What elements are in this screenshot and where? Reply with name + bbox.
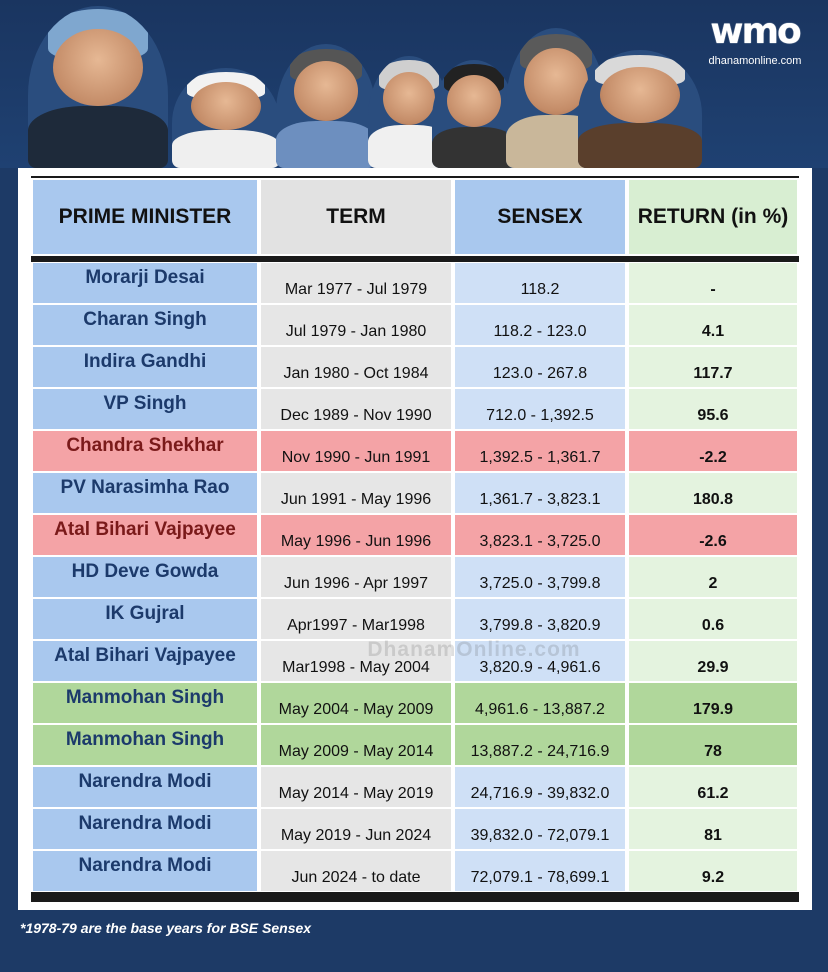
pm-name-cell: IK Gujral bbox=[31, 598, 259, 640]
term-cell: Mar 1977 - Jul 1979 bbox=[259, 262, 453, 304]
return-cell: -2.2 bbox=[627, 430, 799, 472]
pm-name-cell: Narendra Modi bbox=[31, 766, 259, 808]
pm-name-cell: Manmohan Singh bbox=[31, 724, 259, 766]
sensex-cell: 712.0 - 1,392.5 bbox=[453, 388, 627, 430]
table-row: Narendra Modi May 2014 - May 2019 24,716.9… bbox=[31, 766, 799, 808]
table-row: Atal Bihari Vajpayee May 1996 - Jun 1996 3… bbox=[31, 514, 799, 556]
term-cell: Jul 1979 - Jan 1980 bbox=[259, 304, 453, 346]
return-cell: 0.6 bbox=[627, 598, 799, 640]
pm-name-cell: Morarji Desai bbox=[31, 262, 259, 304]
return-cell: 95.6 bbox=[627, 388, 799, 430]
return-cell: 2 bbox=[627, 556, 799, 598]
return-cell: 9.2 bbox=[627, 850, 799, 892]
return-cell: 81 bbox=[627, 808, 799, 850]
table-row: PV Narasimha Rao Jun 1991 - May 1996 1,361… bbox=[31, 472, 799, 514]
pm-name-cell: Manmohan Singh bbox=[31, 682, 259, 724]
sensex-cell: 13,887.2 - 24,716.9 bbox=[453, 724, 627, 766]
return-cell: -2.6 bbox=[627, 514, 799, 556]
sensex-cell: 118.2 bbox=[453, 262, 627, 304]
pm-name-cell: Narendra Modi bbox=[31, 808, 259, 850]
return-cell: - bbox=[627, 262, 799, 304]
pm-name-cell: Charan Singh bbox=[31, 304, 259, 346]
logo-url: dhanamonline.com bbox=[708, 55, 802, 67]
portrait-5 bbox=[432, 60, 516, 168]
term-cell: Mar1998 - May 2004 bbox=[259, 640, 453, 682]
return-cell: 179.9 bbox=[627, 682, 799, 724]
return-cell: 29.9 bbox=[627, 640, 799, 682]
sensex-cell: 4,961.6 - 13,887.2 bbox=[453, 682, 627, 724]
portrait-1 bbox=[28, 6, 168, 168]
term-cell: May 2014 - May 2019 bbox=[259, 766, 453, 808]
table-row: Morarji Desai Mar 1977 - Jul 1979 118.2- bbox=[31, 262, 799, 304]
term-cell: Jun 1996 - Apr 1997 bbox=[259, 556, 453, 598]
table-row: Narendra Modi May 2019 - Jun 2024 39,832.0… bbox=[31, 808, 799, 850]
portrait-2 bbox=[172, 68, 280, 168]
table-header-row: PRIME MINISTER TERM SENSEX RETURN (in %) bbox=[31, 178, 799, 256]
table-row: Charan Singh Jul 1979 - Jan 1980 118.2 - 1… bbox=[31, 304, 799, 346]
sensex-cell: 24,716.9 - 39,832.0 bbox=[453, 766, 627, 808]
header-return: RETURN (in %) bbox=[627, 178, 799, 256]
footer: *1978-79 are the base years for BSE Sens… bbox=[0, 910, 828, 972]
sensex-cell: 1,392.5 - 1,361.7 bbox=[453, 430, 627, 472]
table-row: Chandra Shekhar Nov 1990 - Jun 1991 1,392.… bbox=[31, 430, 799, 472]
portraits-strip bbox=[0, 0, 828, 168]
sensex-cell: 3,725.0 - 3,799.8 bbox=[453, 556, 627, 598]
table-row: IK Gujral Apr1997 - Mar1998 3,799.8 - 3,82… bbox=[31, 598, 799, 640]
table-row: Manmohan Singh May 2004 - May 2009 4,961.6… bbox=[31, 682, 799, 724]
term-cell: Nov 1990 - Jun 1991 bbox=[259, 430, 453, 472]
sensex-cell: 39,832.0 - 72,079.1 bbox=[453, 808, 627, 850]
return-cell: 78 bbox=[627, 724, 799, 766]
return-cell: 117.7 bbox=[627, 346, 799, 388]
term-cell: Apr1997 - Mar1998 bbox=[259, 598, 453, 640]
term-cell: May 2009 - May 2014 bbox=[259, 724, 453, 766]
pm-sensex-table: PRIME MINISTER TERM SENSEX RETURN (in %)… bbox=[31, 176, 799, 902]
term-cell: Jun 2024 - to date bbox=[259, 850, 453, 892]
pm-name-cell: Chandra Shekhar bbox=[31, 430, 259, 472]
table-row: HD Deve Gowda Jun 1996 - Apr 1997 3,725.0 … bbox=[31, 556, 799, 598]
term-cell: May 2004 - May 2009 bbox=[259, 682, 453, 724]
term-cell: May 2019 - Jun 2024 bbox=[259, 808, 453, 850]
footnote: *1978-79 are the base years for BSE Sens… bbox=[20, 920, 312, 936]
table-row: Manmohan Singh May 2009 - May 2014 13,887.… bbox=[31, 724, 799, 766]
sensex-cell: 3,823.1 - 3,725.0 bbox=[453, 514, 627, 556]
table-row: Indira Gandhi Jan 1980 - Oct 1984 123.0 - … bbox=[31, 346, 799, 388]
pm-name-cell: Indira Gandhi bbox=[31, 346, 259, 388]
sensex-cell: 3,820.9 - 4,961.6 bbox=[453, 640, 627, 682]
pm-name-cell: HD Deve Gowda bbox=[31, 556, 259, 598]
header-term: TERM bbox=[259, 178, 453, 256]
header-sensex: SENSEX bbox=[453, 178, 627, 256]
pm-name-cell: Narendra Modi bbox=[31, 850, 259, 892]
sensex-cell: 3,799.8 - 3,820.9 bbox=[453, 598, 627, 640]
term-cell: Jan 1980 - Oct 1984 bbox=[259, 346, 453, 388]
pm-name-cell: PV Narasimha Rao bbox=[31, 472, 259, 514]
header-divider bbox=[31, 256, 799, 260]
term-cell: May 1996 - Jun 1996 bbox=[259, 514, 453, 556]
term-cell: Jun 1991 - May 1996 bbox=[259, 472, 453, 514]
table-row: Narendra Modi Jun 2024 - to date 72,079.1 … bbox=[31, 850, 799, 892]
portrait-7 bbox=[578, 50, 702, 168]
header-prime-minister: PRIME MINISTER bbox=[31, 178, 259, 256]
sensex-cell: 72,079.1 - 78,699.1 bbox=[453, 850, 627, 892]
portrait-3 bbox=[276, 44, 376, 168]
logo-mark: wmo bbox=[710, 11, 802, 52]
brand-logo: wmo dhanamonline.com bbox=[700, 12, 810, 68]
return-cell: 61.2 bbox=[627, 766, 799, 808]
table-row: VP Singh Dec 1989 - Nov 1990 712.0 - 1,392… bbox=[31, 388, 799, 430]
pm-name-cell: VP Singh bbox=[31, 388, 259, 430]
return-cell: 4.1 bbox=[627, 304, 799, 346]
header-banner: wmo dhanamonline.com bbox=[0, 0, 828, 168]
return-cell: 180.8 bbox=[627, 472, 799, 514]
sensex-cell: 1,361.7 - 3,823.1 bbox=[453, 472, 627, 514]
table-row: Atal Bihari Vajpayee Mar1998 - May 2004 3,… bbox=[31, 640, 799, 682]
sensex-cell: 118.2 - 123.0 bbox=[453, 304, 627, 346]
table-container: PRIME MINISTER TERM SENSEX RETURN (in %)… bbox=[18, 168, 812, 910]
sensex-cell: 123.0 - 267.8 bbox=[453, 346, 627, 388]
pm-name-cell: Atal Bihari Vajpayee bbox=[31, 640, 259, 682]
term-cell: Dec 1989 - Nov 1990 bbox=[259, 388, 453, 430]
pm-name-cell: Atal Bihari Vajpayee bbox=[31, 514, 259, 556]
